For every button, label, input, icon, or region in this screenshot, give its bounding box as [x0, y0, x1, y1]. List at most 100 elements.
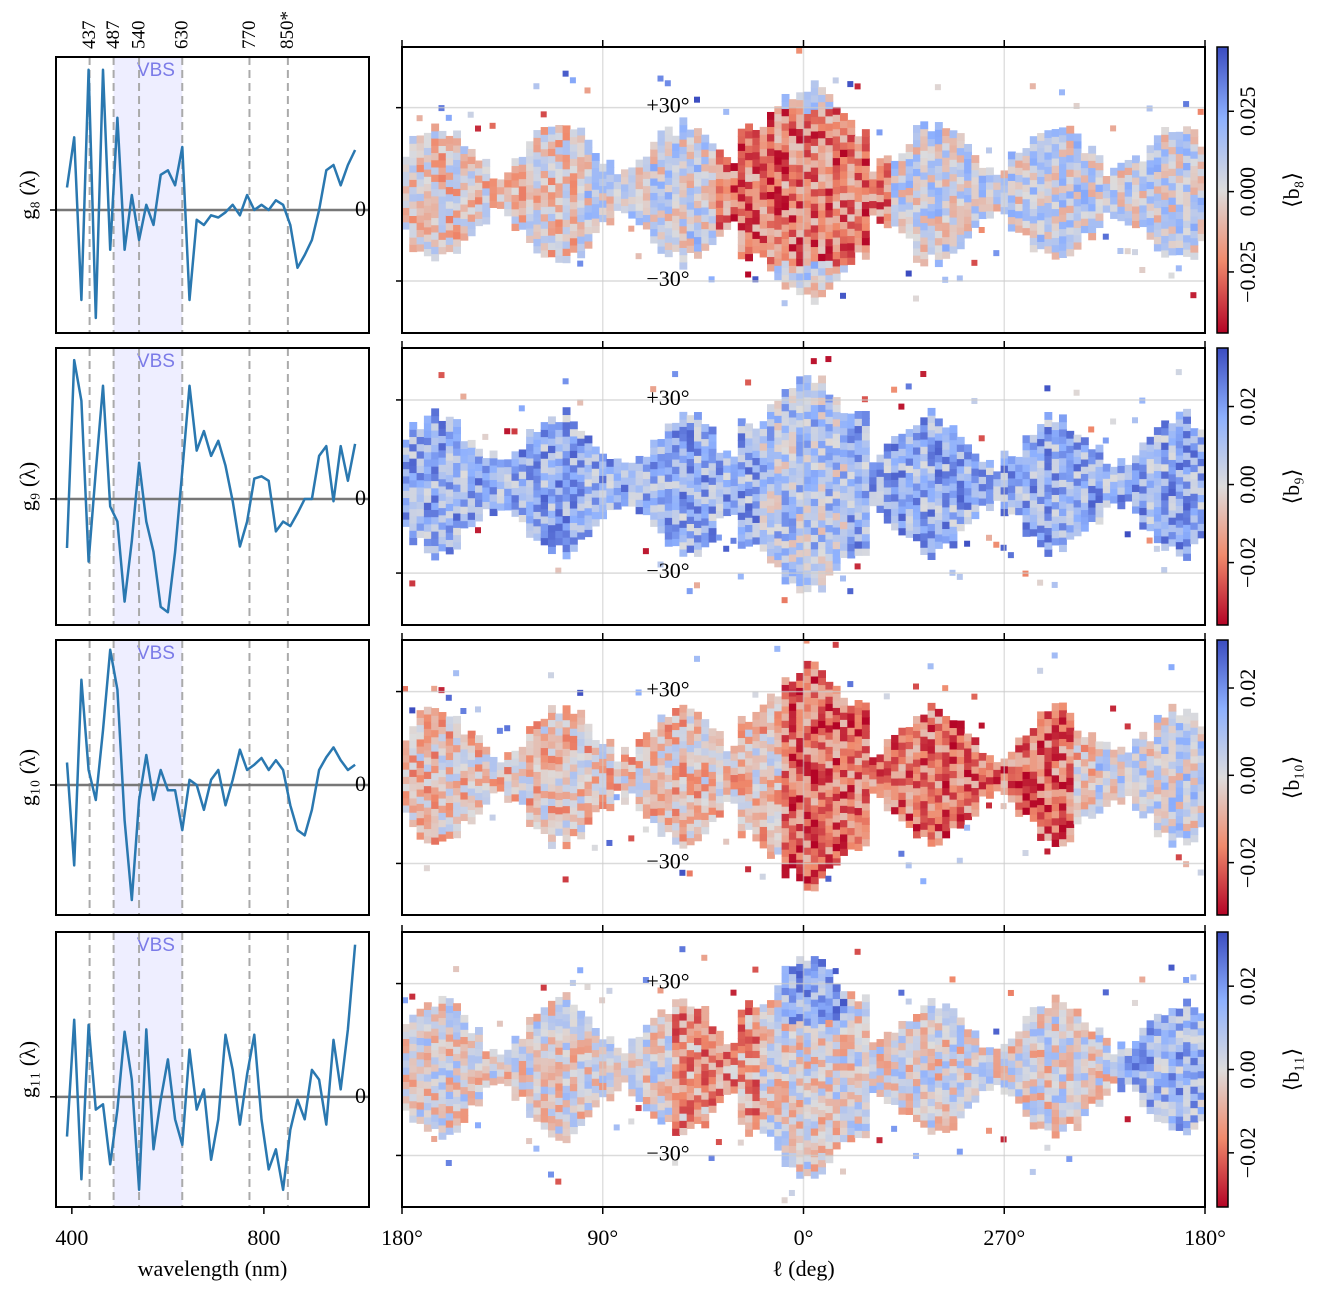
map-pixel	[774, 164, 782, 172]
map-pixel	[789, 128, 797, 136]
map-pixel	[446, 172, 454, 180]
map-pixel	[1081, 452, 1089, 460]
map-pixel	[928, 494, 936, 502]
map-pixel	[774, 832, 782, 840]
map-pixel	[913, 190, 921, 198]
map-pixel	[1023, 442, 1031, 450]
map-pixel	[789, 496, 797, 504]
map-pixel	[439, 464, 447, 472]
map-pixel	[964, 769, 972, 777]
map-pixel	[665, 249, 673, 257]
map-pixel	[592, 196, 600, 204]
map-pixel	[694, 499, 702, 507]
map-pixel	[789, 576, 797, 584]
map-pixel	[920, 251, 928, 259]
map-pixel	[928, 516, 936, 524]
map-pixel	[563, 176, 571, 184]
map-pixel	[621, 477, 629, 485]
map-pixel	[957, 148, 965, 156]
map-pixel	[533, 130, 541, 138]
map-pixel	[439, 776, 447, 784]
map-pixel	[1052, 782, 1060, 790]
map-pixel	[519, 500, 527, 508]
map-pixel	[723, 839, 729, 845]
map-pixel	[774, 179, 782, 187]
map-pixel	[782, 742, 790, 750]
map-pixel	[636, 803, 644, 811]
map-pixel	[1066, 474, 1074, 482]
map-pixel	[577, 193, 585, 201]
map-pixel	[504, 428, 510, 434]
map-pixel	[504, 172, 512, 180]
map-pixel	[709, 223, 717, 231]
map-pixel	[811, 35, 817, 41]
map-pixel	[767, 220, 775, 228]
map-pixel	[1169, 146, 1177, 154]
map-pixel	[833, 172, 841, 180]
map-pixel	[774, 725, 782, 733]
map-pixel	[490, 458, 498, 466]
map-pixel	[563, 537, 571, 545]
map-pixel	[526, 235, 534, 243]
map-pixel	[643, 768, 651, 776]
map-pixel	[913, 219, 921, 227]
map-pixel	[1008, 752, 1016, 760]
map-pixel	[811, 477, 819, 485]
map-pixel	[1190, 238, 1198, 246]
map-pixel	[570, 785, 578, 793]
map-pixel	[1044, 210, 1052, 218]
map-pixel	[417, 487, 425, 495]
map-pixel	[738, 723, 746, 731]
map-pixel	[453, 513, 461, 521]
map-pixel	[877, 762, 885, 770]
map-pixel	[1096, 474, 1104, 482]
map-pixel	[1154, 135, 1162, 143]
map-pixel	[928, 509, 936, 517]
map-pixel	[993, 175, 1001, 183]
map-pixel	[811, 131, 819, 139]
map-pixel	[745, 138, 753, 146]
map-pixel	[840, 178, 848, 186]
map-pixel	[1176, 265, 1182, 271]
map-pixel	[709, 491, 717, 499]
map-pixel	[818, 677, 826, 685]
map-pixel	[760, 798, 768, 806]
map-pixel	[898, 492, 906, 500]
map-pixel	[935, 158, 943, 166]
map-pixel	[563, 414, 571, 422]
map-pixel	[738, 716, 746, 724]
map-pixel	[1052, 487, 1060, 495]
map-pixel	[1059, 530, 1067, 538]
map-pixel	[1190, 515, 1198, 523]
map-pixel	[723, 157, 731, 165]
map-pixel	[460, 708, 466, 714]
map-pixel	[402, 740, 410, 748]
map-pixel	[548, 134, 556, 142]
map-pixel	[555, 444, 563, 452]
map-pixel	[453, 188, 461, 196]
map-pixel	[453, 759, 461, 767]
map-pixel	[906, 166, 914, 174]
map-pixel	[1183, 162, 1191, 170]
map-pixel	[1066, 749, 1074, 757]
map-pixel	[1147, 196, 1155, 204]
map-pixel	[928, 523, 936, 531]
map-pixel	[570, 757, 578, 765]
map-pixel	[672, 495, 680, 503]
map-pixel	[920, 371, 926, 377]
map-pixel	[1052, 245, 1060, 253]
map-pixel	[417, 523, 425, 531]
map-pixel	[782, 202, 790, 210]
map-pixel	[526, 748, 534, 756]
map-pixel	[512, 158, 520, 166]
map-pixel	[658, 167, 666, 175]
map-pixel	[964, 791, 972, 799]
map-pixel	[482, 768, 490, 776]
map-pixel	[431, 210, 439, 218]
map-pixel	[942, 164, 950, 172]
map-pixel	[701, 755, 709, 763]
map-pixel	[840, 471, 848, 479]
map-pixel	[1037, 475, 1045, 483]
map-pixel	[818, 727, 826, 735]
map-pixel	[1139, 479, 1147, 487]
